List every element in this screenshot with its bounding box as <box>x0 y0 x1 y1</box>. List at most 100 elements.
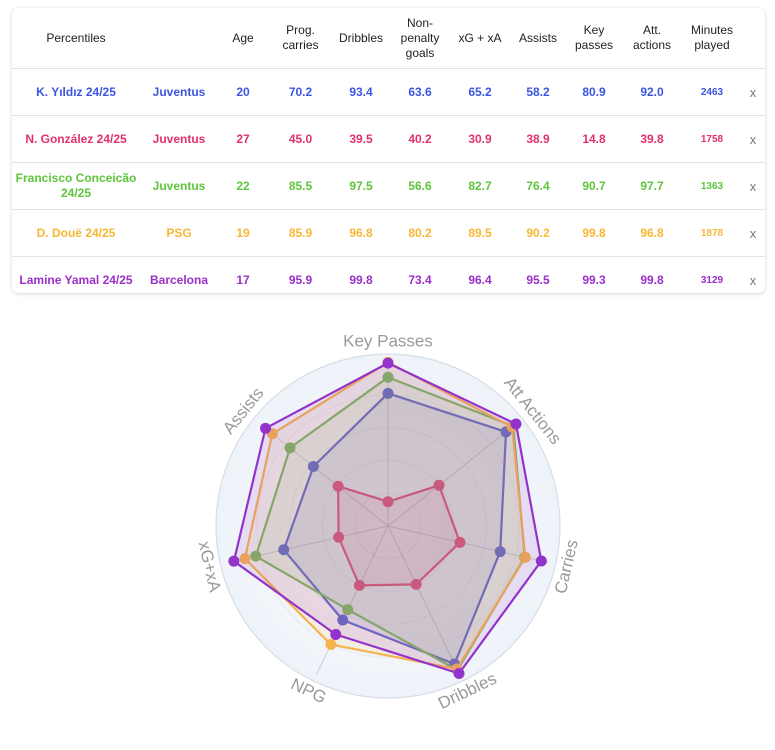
radar-point <box>337 614 349 626</box>
dribbles-cell: 97.5 <box>333 162 389 210</box>
minutes-cell: 1878 <box>683 209 741 257</box>
prog-carries-cell: 85.9 <box>268 209 333 257</box>
team-name: Juventus <box>140 68 218 116</box>
radar-spoke <box>387 525 460 674</box>
table-header-row: Percentiles Age Prog. carries Dribbles N… <box>12 8 765 69</box>
header-dribbles: Dribbles <box>333 8 389 69</box>
header-team <box>140 8 218 69</box>
xg-xa-cell: 82.7 <box>451 162 509 210</box>
radar-polygon <box>282 392 508 666</box>
radar-point <box>342 604 354 616</box>
age-cell: 22 <box>218 162 268 210</box>
minutes-cell: 1758 <box>683 115 741 163</box>
radar-point <box>228 555 240 567</box>
table-row: N. González 24/25 Juventus 27 45.0 39.5 … <box>12 115 765 163</box>
np-goals-cell: 63.6 <box>389 68 451 116</box>
radar-point <box>353 579 365 591</box>
radar-point <box>510 418 522 430</box>
radar-point <box>519 551 531 563</box>
team-name: Juventus <box>140 162 218 210</box>
radar-series <box>228 356 547 679</box>
table-row: Francisco Conceicão 24/25 Juventus 22 85… <box>12 162 765 210</box>
radar-point <box>382 387 394 399</box>
assists-cell: 76.4 <box>509 162 567 210</box>
key-passes-cell: 80.9 <box>567 68 621 116</box>
team-name: Barcelona <box>149 272 209 287</box>
radar-point <box>260 422 272 434</box>
header-prog-carries: Prog. carries <box>268 8 333 69</box>
player-name[interactable]: Lamine Yamal 24/25 <box>19 272 133 287</box>
radar-point <box>494 546 506 558</box>
radar-point <box>325 639 337 651</box>
remove-player-button[interactable]: x <box>741 162 765 210</box>
att-actions-cell: 97.7 <box>621 162 683 210</box>
radar-series-1 <box>332 479 466 591</box>
prog-carries-cell: 95.9 <box>288 272 313 287</box>
header-np-goals: Non-penalty goals <box>389 8 451 69</box>
dribbles-cell: 39.5 <box>333 115 389 163</box>
radar-polygon <box>232 361 543 675</box>
age-cell: 17 <box>236 272 250 287</box>
remove-player-button[interactable]: x <box>741 209 765 257</box>
radar-spoke <box>259 423 389 527</box>
np-goals-cell: 73.4 <box>408 272 432 287</box>
xg-xa-cell: 96.4 <box>468 272 492 287</box>
header-xg-xa: xG + xA <box>451 8 509 69</box>
radar-point <box>535 555 547 567</box>
header-percentiles: Percentiles <box>12 8 140 69</box>
age-cell: 20 <box>218 68 268 116</box>
player-name[interactable]: N. González 24/25 <box>12 115 140 163</box>
header-remove <box>741 8 765 69</box>
prog-carries-cell: 85.5 <box>268 162 333 210</box>
radar-polygon <box>243 361 527 671</box>
key-passes-cell: 14.8 <box>567 115 621 163</box>
np-goals-cell: 40.2 <box>389 115 451 163</box>
header-att-actions: Att. actions <box>621 8 683 69</box>
radar-point <box>382 371 394 383</box>
radar-point <box>410 578 422 590</box>
player-name[interactable]: K. Yıldız 24/25 <box>12 68 140 116</box>
player-name[interactable]: Francisco Conceicão 24/25 <box>12 162 140 210</box>
dribbles-cell: 96.8 <box>333 209 389 257</box>
table-row: K. Yıldız 24/25 Juventus 20 70.2 93.4 63… <box>12 68 765 116</box>
radar-point <box>278 544 290 556</box>
remove-player-button[interactable]: x <box>741 115 765 163</box>
radar-point <box>330 628 342 640</box>
minutes-cell: 2463 <box>683 68 741 116</box>
radar-point <box>284 442 296 454</box>
att-actions-cell: 92.0 <box>621 68 683 116</box>
key-passes-cell: 99.3 <box>582 272 606 287</box>
radar-point <box>433 479 445 491</box>
att-actions-cell: 39.8 <box>621 115 683 163</box>
header-age: Age <box>218 8 268 69</box>
table-row: Lamine Yamal 24/25 Barcelona 17 95.9 99.… <box>12 257 765 304</box>
comparison-table-card: Percentiles Age Prog. carries Dribbles N… <box>12 8 765 293</box>
key-passes-cell: 99.8 <box>567 209 621 257</box>
prog-carries-cell: 70.2 <box>268 68 333 116</box>
dribbles-cell: 99.8 <box>349 272 373 287</box>
radar-axis-label: Key Passes <box>343 331 433 350</box>
radar-point <box>382 357 394 369</box>
header-key-passes: Key passes <box>567 8 621 69</box>
team-name: Juventus <box>140 115 218 163</box>
minutes-cell: 1363 <box>683 162 741 210</box>
remove-player-button[interactable]: x <box>741 68 765 116</box>
table-row: D. Douë 24/25 PSG 19 85.9 96.8 80.2 89.5… <box>12 209 765 257</box>
radar-polygon <box>337 484 461 587</box>
minutes-cell: 3129 <box>700 274 724 286</box>
np-goals-cell: 56.6 <box>389 162 451 210</box>
att-actions-cell: 99.8 <box>640 272 664 287</box>
age-cell: 27 <box>218 115 268 163</box>
remove-player-button[interactable]: x <box>749 272 757 288</box>
team-name: PSG <box>140 209 218 257</box>
header-minutes: Minutes played <box>683 8 741 69</box>
radar-point <box>307 460 319 472</box>
percentiles-table: Percentiles Age Prog. carries Dribbles N… <box>12 8 765 303</box>
xg-xa-cell: 89.5 <box>451 209 509 257</box>
dribbles-cell: 93.4 <box>333 68 389 116</box>
radar-point <box>250 550 262 562</box>
prog-carries-cell: 45.0 <box>268 115 333 163</box>
player-name[interactable]: D. Douë 24/25 <box>12 209 140 257</box>
xg-xa-cell: 65.2 <box>451 68 509 116</box>
